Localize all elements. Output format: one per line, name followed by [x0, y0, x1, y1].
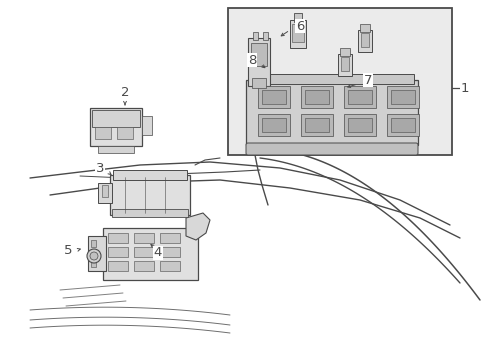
Bar [110, 175, 190, 215]
Text: 2: 2 [121, 86, 129, 99]
Bar [160, 247, 180, 257]
Text: 5: 5 [63, 243, 72, 257]
Bar [390, 90, 414, 104]
Bar [90, 108, 142, 146]
Bar [102, 185, 108, 197]
Bar [88, 236, 106, 271]
Circle shape [87, 249, 101, 263]
Bar [357, 30, 371, 52]
Bar [108, 261, 128, 271]
Bar [117, 127, 133, 139]
Bar [91, 250, 96, 257]
Bar [91, 240, 96, 247]
Bar [347, 118, 371, 132]
Bar [92, 110, 140, 127]
Bar [227, 8, 451, 155]
Polygon shape [185, 213, 209, 240]
Bar [386, 86, 418, 108]
Text: 1: 1 [460, 81, 468, 95]
Bar [359, 24, 369, 32]
Bar [301, 114, 332, 136]
Bar [98, 183, 112, 203]
FancyBboxPatch shape [245, 143, 417, 155]
Bar [142, 116, 152, 135]
Bar [390, 118, 414, 132]
Bar [98, 146, 134, 153]
Bar [305, 118, 328, 132]
Bar [301, 86, 332, 108]
Bar [103, 228, 198, 280]
Bar [91, 260, 96, 267]
Text: 4: 4 [154, 247, 162, 260]
Bar [262, 90, 285, 104]
Text: 6: 6 [295, 19, 304, 32]
Bar [160, 261, 180, 271]
Circle shape [90, 252, 98, 260]
Bar [386, 114, 418, 136]
Bar [340, 57, 348, 71]
Bar [134, 261, 154, 271]
Bar [258, 86, 289, 108]
Bar [252, 32, 258, 40]
Bar [360, 33, 368, 47]
Bar [108, 233, 128, 243]
Bar [113, 170, 186, 180]
Bar [291, 24, 304, 42]
Bar [160, 233, 180, 243]
Bar [249, 74, 413, 84]
Bar [250, 43, 266, 66]
Bar [343, 86, 375, 108]
Bar [112, 209, 187, 217]
Bar [263, 32, 267, 40]
Text: 3: 3 [96, 162, 104, 175]
Bar [289, 20, 305, 48]
Bar [337, 54, 351, 76]
Bar [95, 127, 111, 139]
Bar [134, 233, 154, 243]
Bar [339, 48, 349, 56]
Bar [247, 38, 269, 86]
Bar [343, 114, 375, 136]
Bar [262, 118, 285, 132]
Bar [347, 90, 371, 104]
Bar [134, 247, 154, 257]
Text: 7: 7 [363, 73, 371, 86]
Bar [305, 90, 328, 104]
Bar [258, 114, 289, 136]
Bar [108, 247, 128, 257]
Bar [293, 13, 302, 22]
Bar [245, 80, 417, 145]
Bar [251, 78, 265, 88]
Text: 8: 8 [247, 54, 256, 67]
